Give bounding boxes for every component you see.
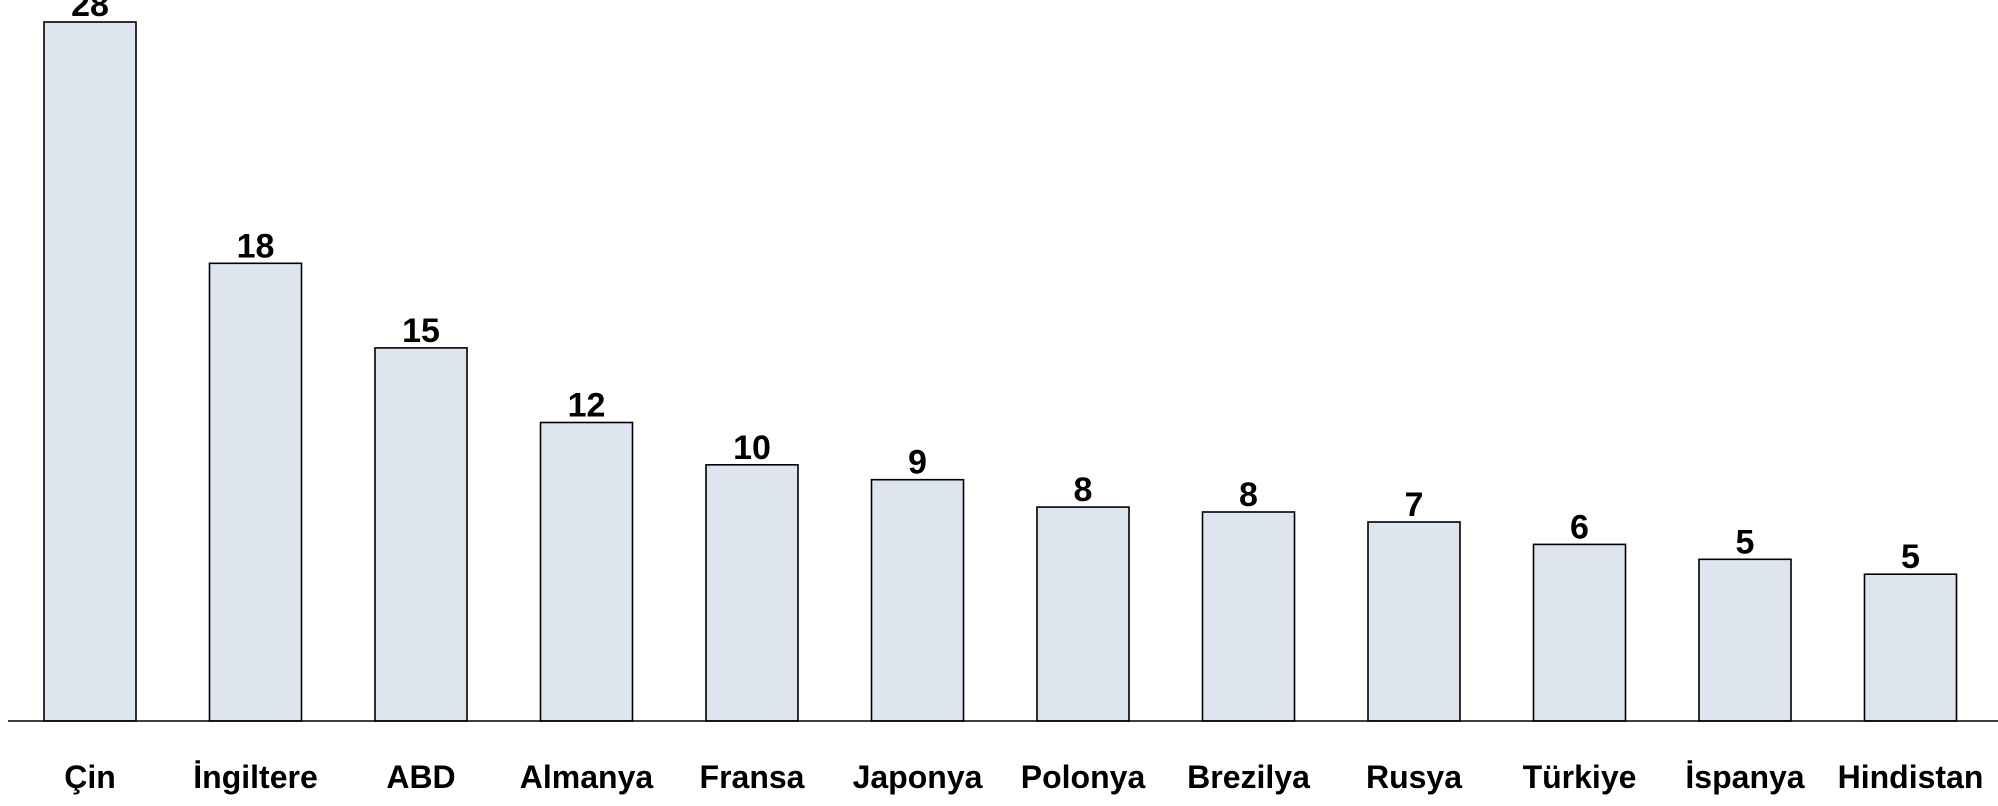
category-labels-layer: Çin İngiltere ABD Almanya Fransa Japonya Polon… [64, 759, 1983, 795]
data-label-7: 8 [1239, 476, 1258, 514]
data-label-10: 5 [1736, 523, 1755, 561]
data-labels-layer: 28 18 15 12 10 9 8 8 7 6 5 5 [71, 0, 1920, 576]
bar-7 [1201, 511, 1296, 722]
category-label-2: ABD [386, 759, 455, 795]
data-label-2: 15 [402, 312, 440, 350]
bar-8 [1367, 521, 1461, 722]
data-label-4: 10 [733, 429, 771, 467]
bar-3 [539, 421, 634, 722]
data-label-9: 6 [1570, 508, 1589, 546]
bar-2 [374, 347, 468, 722]
bar-0 [43, 21, 137, 722]
category-label-6: Polonya [1021, 759, 1146, 795]
data-label-0: 28 [71, 0, 109, 24]
data-label-8: 7 [1405, 486, 1424, 524]
category-label-7: Brezilya [1187, 759, 1310, 795]
bar-1 [208, 262, 303, 722]
bar-6 [1036, 506, 1130, 722]
data-label-5: 9 [908, 444, 927, 482]
category-label-9: Türkiye [1523, 759, 1637, 795]
data-label-3: 12 [568, 387, 606, 425]
bar-9 [1532, 543, 1627, 722]
bar-10 [1698, 558, 1792, 722]
bar-4 [705, 463, 799, 722]
data-label-6: 8 [1074, 471, 1093, 509]
bar-11 [1863, 573, 1958, 722]
category-label-11: Hindistan [1838, 759, 1984, 795]
category-label-8: Rusya [1366, 759, 1462, 795]
category-label-5: Japonya [853, 759, 983, 795]
data-label-11: 5 [1901, 538, 1920, 576]
category-label-3: Almanya [520, 759, 654, 795]
category-label-0: Çin [64, 759, 116, 795]
category-label-1: İngiltere [193, 759, 317, 795]
bars-layer [43, 21, 1958, 722]
data-label-1: 18 [237, 227, 275, 265]
category-label-4: Fransa [700, 759, 805, 795]
bar-5 [870, 478, 965, 722]
category-label-10: İspanya [1685, 759, 1804, 795]
